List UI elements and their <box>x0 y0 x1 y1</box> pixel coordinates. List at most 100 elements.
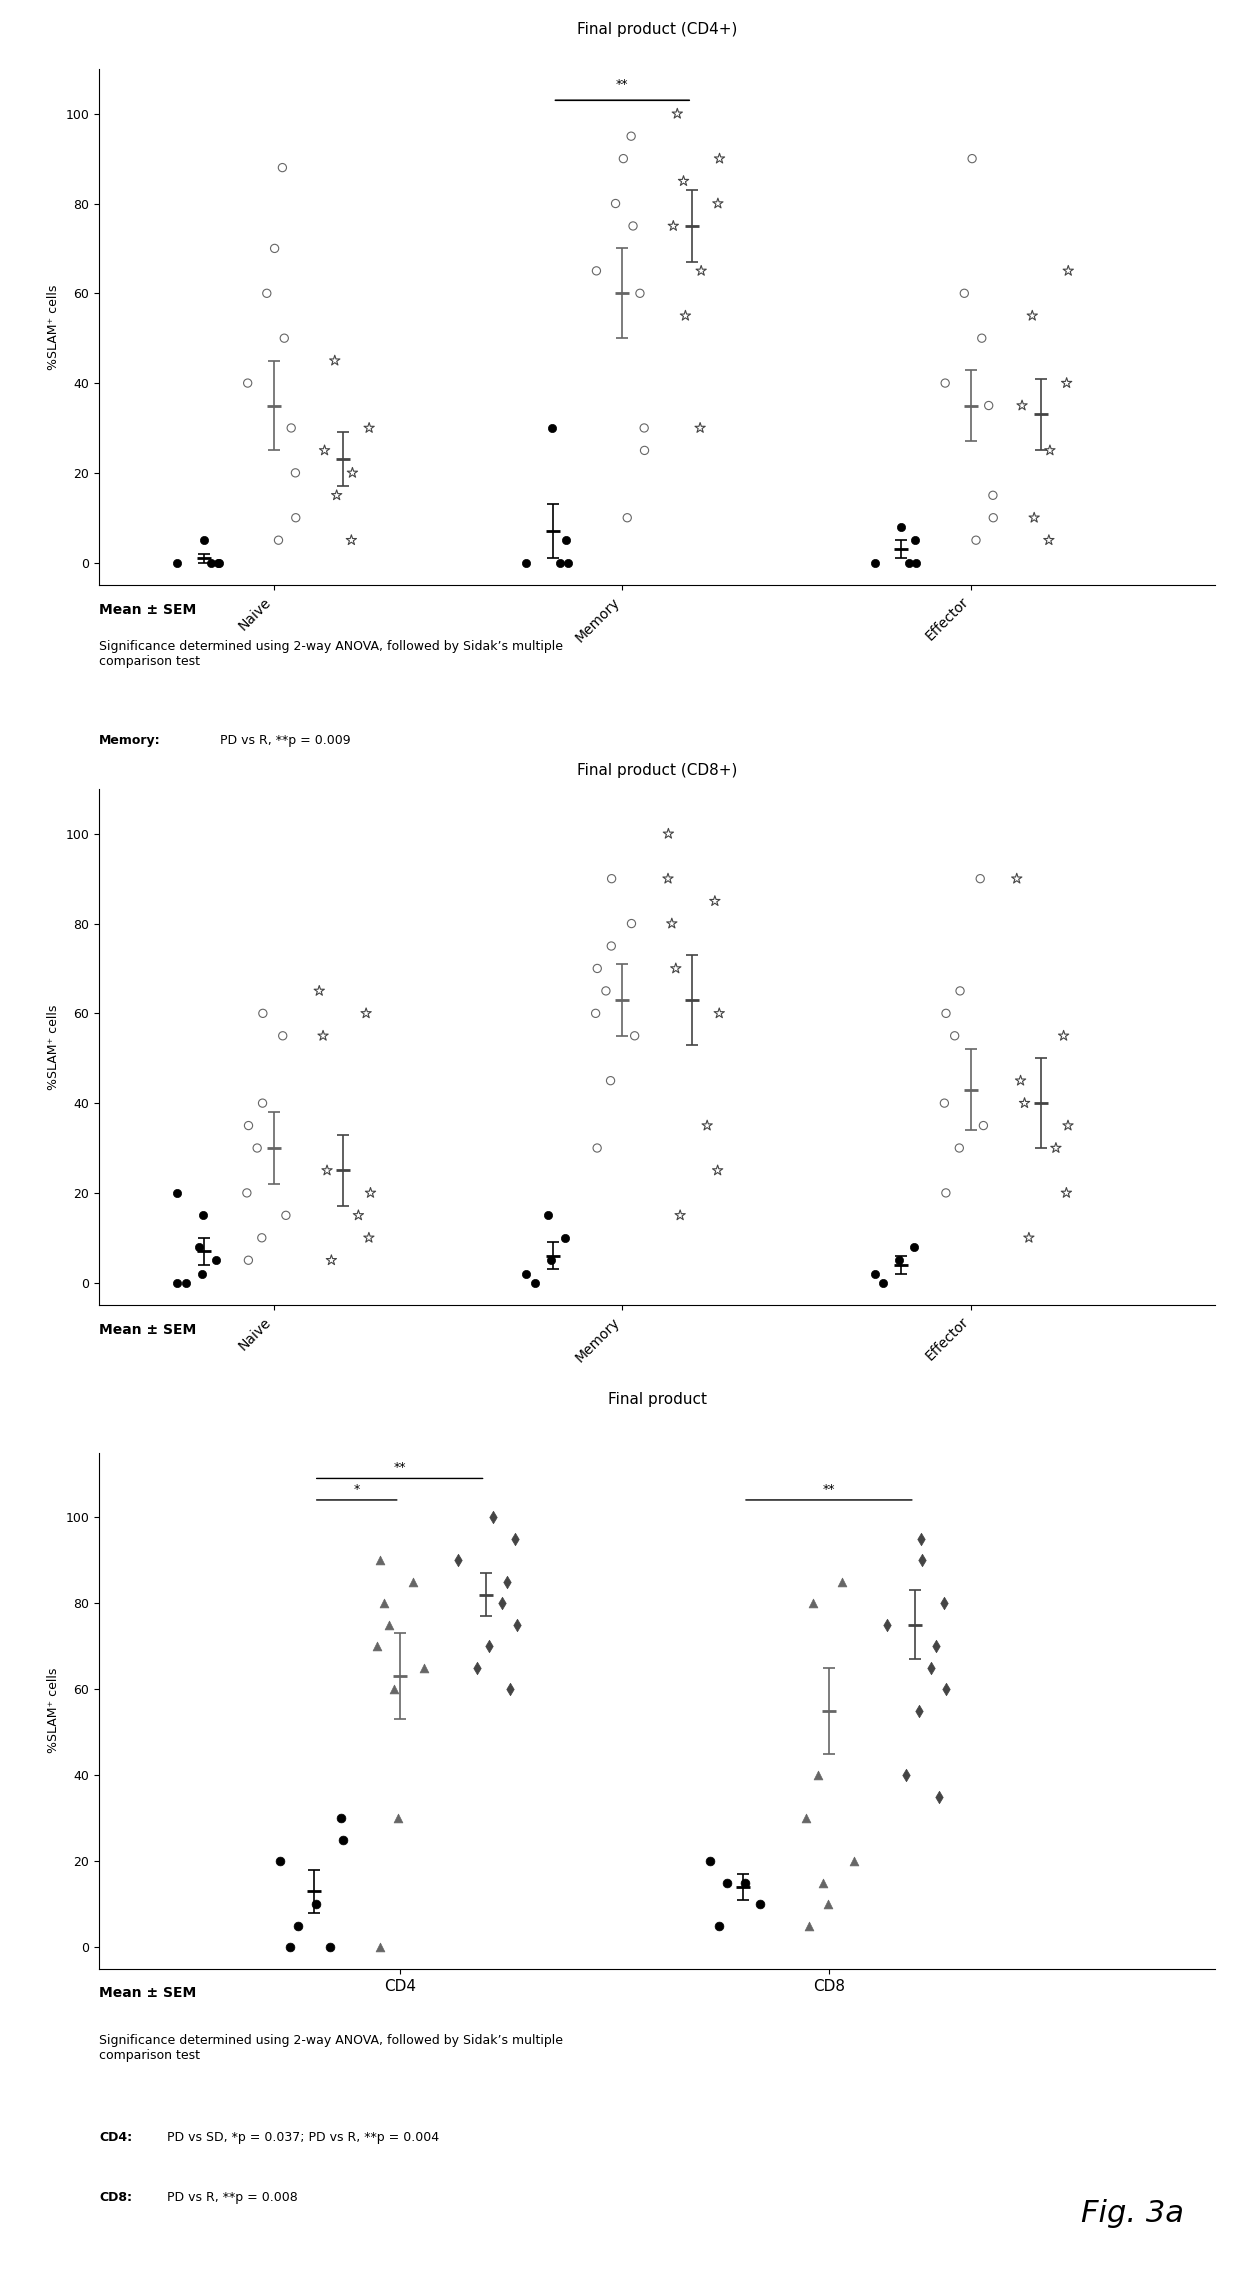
Point <box>257 275 277 312</box>
Point <box>388 1799 408 1836</box>
Point <box>551 544 570 581</box>
Point <box>735 1864 755 1900</box>
Point <box>796 1799 816 1836</box>
Point <box>273 1017 293 1053</box>
Point <box>843 1843 863 1880</box>
Point <box>525 1265 544 1301</box>
Point <box>911 1519 931 1556</box>
Point <box>492 1586 512 1623</box>
Point <box>556 1219 575 1255</box>
Point <box>317 1152 337 1189</box>
Point <box>238 1242 258 1278</box>
Point <box>601 927 621 964</box>
Point <box>1056 365 1076 402</box>
Point <box>971 861 991 897</box>
Point <box>273 149 293 186</box>
Point <box>252 1219 272 1255</box>
Point <box>945 1017 965 1053</box>
Point <box>484 1499 503 1535</box>
Point <box>1012 388 1032 425</box>
Point <box>966 521 986 558</box>
Point <box>253 996 273 1033</box>
Point <box>691 409 711 445</box>
Point <box>201 544 221 581</box>
Point <box>904 1228 924 1265</box>
Point <box>167 544 187 581</box>
Point <box>934 1586 954 1623</box>
Point <box>614 140 634 177</box>
Point <box>309 973 329 1010</box>
Text: *: * <box>353 1483 360 1496</box>
Point <box>709 996 729 1033</box>
Point <box>210 544 229 581</box>
Point <box>708 186 728 223</box>
Point <box>166 1175 186 1212</box>
Point <box>269 521 289 558</box>
Point <box>1019 1219 1039 1255</box>
Point <box>497 1563 517 1600</box>
Point <box>962 140 982 177</box>
Point <box>1011 1063 1030 1099</box>
Point <box>193 521 213 558</box>
Point <box>288 1907 308 1944</box>
Point <box>414 1650 434 1687</box>
Point <box>370 1930 389 1967</box>
Point <box>950 973 970 1010</box>
Point <box>663 207 683 243</box>
Point <box>190 1228 210 1265</box>
Point <box>280 1930 300 1967</box>
Point <box>666 950 686 987</box>
Point <box>507 1606 527 1643</box>
Point <box>676 298 696 335</box>
Point <box>906 544 926 581</box>
Point <box>973 1106 993 1143</box>
Point <box>709 140 729 177</box>
Point <box>193 1198 213 1235</box>
Title: Final product: Final product <box>608 1393 707 1407</box>
Y-axis label: %SLAM⁺ cells: %SLAM⁺ cells <box>47 1005 60 1090</box>
Point <box>936 1175 956 1212</box>
Text: CD8:: CD8: <box>99 2192 133 2203</box>
Text: Memory:: Memory: <box>99 734 161 748</box>
Point <box>167 1265 187 1301</box>
Point <box>332 1822 352 1859</box>
Point <box>813 1864 833 1900</box>
Point <box>708 1152 728 1189</box>
Point <box>516 544 536 581</box>
Point <box>286 500 306 537</box>
Point <box>935 1086 955 1122</box>
Point <box>327 477 347 514</box>
Point <box>864 544 884 581</box>
Point <box>238 1106 258 1143</box>
Point <box>1007 861 1027 897</box>
Point <box>208 544 228 581</box>
Text: Significance determined using 2-way ANOVA, followed by Sidak’s multiple
comparis: Significance determined using 2-way ANOV… <box>99 2033 563 2061</box>
Text: CD4:: CD4: <box>99 2130 133 2144</box>
Point <box>667 96 687 133</box>
Point <box>1054 1017 1074 1053</box>
Point <box>480 1627 500 1664</box>
Point <box>361 1175 381 1212</box>
Point <box>799 1907 818 1944</box>
Point <box>1056 1175 1076 1212</box>
Point <box>306 1886 326 1923</box>
Point <box>1039 521 1059 558</box>
Point <box>873 1265 893 1301</box>
Point <box>277 1198 296 1235</box>
Text: Mean ± SEM: Mean ± SEM <box>99 1985 196 2001</box>
Point <box>587 252 606 289</box>
Point <box>557 521 577 558</box>
Point <box>264 230 284 266</box>
Point <box>804 1586 823 1623</box>
Point <box>1059 252 1079 289</box>
Point <box>585 996 605 1033</box>
Point <box>808 1758 828 1795</box>
Point <box>658 861 678 897</box>
Point <box>983 477 1003 514</box>
Point <box>936 996 956 1033</box>
Point <box>371 1542 391 1579</box>
Point <box>588 1129 608 1166</box>
Point <box>709 1907 729 1944</box>
Text: Fig. 3a: Fig. 3a <box>1081 2199 1184 2228</box>
Point <box>320 1930 340 1967</box>
